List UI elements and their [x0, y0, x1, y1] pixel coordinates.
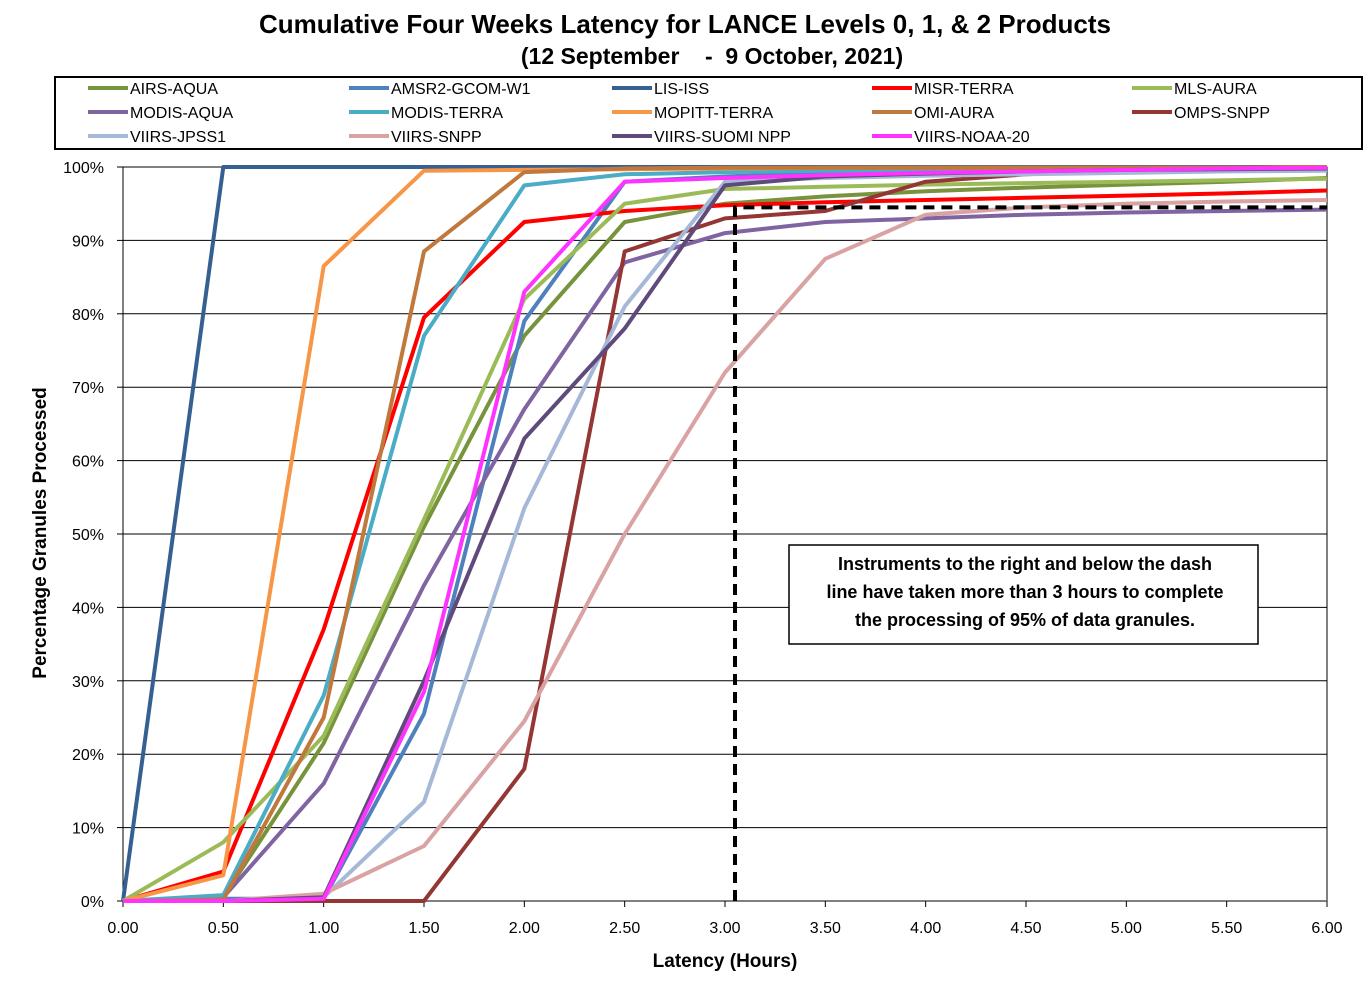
- legend-label-viirs-suomi-npp: VIIRS-SUOMI NPP: [654, 129, 791, 146]
- series-line-modis-aqua: [122, 207, 1328, 903]
- legend: AIRS-AQUA AMSR2-GCOM-W1 LIS-ISS MISR-TERRA M…: [88, 81, 1270, 146]
- y-tick-label: 70%: [72, 380, 104, 397]
- x-tick-label: 1.50: [408, 920, 439, 937]
- y-tick-label: 0%: [81, 894, 104, 911]
- x-tick-label: 0.50: [208, 920, 239, 937]
- annotation-line-2: line have taken more than 3 hours to com…: [826, 582, 1223, 602]
- legend-label-lis-iss: LIS-ISS: [654, 81, 709, 98]
- x-tick-label: 1.00: [308, 920, 339, 937]
- threshold-line: [733, 205, 1327, 901]
- annotation-frame: [788, 544, 1259, 645]
- y-tick-label: 30%: [72, 674, 104, 691]
- y-tick-label: 80%: [72, 307, 104, 324]
- x-tick-label: 4.00: [910, 920, 941, 937]
- x-tick-labels: 0.00 0.50 1.00 1.50 2.00 2.50 3.00 3.50 4.00 4.50…: [107, 920, 1342, 937]
- series-line-viirs-noaa-20: [123, 165, 1328, 903]
- legend-label-omi-aura: OMI-AURA: [914, 105, 994, 122]
- y-axis-title: Percentage Granules Processed: [30, 387, 51, 678]
- x-tick-label: 5.50: [1211, 920, 1242, 937]
- legend-label-airs-aqua: AIRS-AQUA: [130, 81, 218, 98]
- legend-label-modis-aqua: MODIS-AQUA: [130, 105, 233, 122]
- annotation-line-1: Instruments to the right and below the d…: [838, 554, 1212, 574]
- legend-label-omps-snpp: OMPS-SNPP: [1174, 105, 1270, 122]
- legend-label-misr-terra: MISR-TERRA: [914, 81, 1014, 98]
- y-tick-label: 60%: [72, 454, 104, 471]
- legend-label-modis-terra: MODIS-TERRA: [391, 105, 503, 122]
- x-tick-label: 4.50: [1010, 920, 1041, 937]
- x-tick-label: 3.50: [810, 920, 841, 937]
- x-tick-label: 0.00: [107, 920, 138, 937]
- legend-label-mopitt-terra: MOPITT-TERRA: [654, 105, 773, 122]
- x-tick-label: 6.00: [1311, 920, 1342, 937]
- gridlines: [117, 166, 1328, 907]
- y-tick-label: 90%: [72, 233, 104, 250]
- annotation-box: Instruments to the right and below the d…: [788, 544, 1259, 645]
- chart-subtitle: (12 September - 9 October, 2021): [521, 43, 903, 69]
- series-line-omi-aura: [122, 165, 1328, 903]
- y-tick-label: 10%: [72, 821, 104, 838]
- x-tick-label: 2.00: [509, 920, 540, 937]
- series-lines: [121, 165, 1328, 903]
- annotation-line-3: the processing of 95% of data granules.: [855, 610, 1195, 630]
- series-line-misr-terra: [122, 188, 1328, 903]
- x-tick-label: 5.00: [1111, 920, 1142, 937]
- chart-title: Cumulative Four Weeks Latency for LANCE …: [259, 9, 1111, 39]
- series-line-mls-aura: [121, 176, 1328, 903]
- legend-label-viirs-jpss1: VIIRS-JPSS1: [130, 129, 226, 146]
- x-tick-label: 2.50: [609, 920, 640, 937]
- threshold-dash-line: [733, 205, 1327, 901]
- y-tick-label: 20%: [72, 747, 104, 764]
- y-tick-label: 100%: [63, 160, 104, 177]
- legend-label-viirs-snpp: VIIRS-SNPP: [391, 129, 482, 146]
- x-axis-title: Latency (Hours): [653, 951, 798, 972]
- y-tick-label: 50%: [72, 527, 104, 544]
- legend-label-mls-aura: MLS-AURA: [1174, 81, 1257, 98]
- y-tick-labels: 0% 10% 20% 30% 40% 50% 60% 70% 80% 90% 100%: [63, 160, 104, 911]
- legend-label-amsr2-gcom-w1: AMSR2-GCOM-W1: [391, 81, 531, 98]
- legend-label-viirs-noaa-20: VIIRS-NOAA-20: [914, 129, 1030, 146]
- x-tick-label: 3.00: [709, 920, 740, 937]
- y-tick-label: 40%: [72, 600, 104, 617]
